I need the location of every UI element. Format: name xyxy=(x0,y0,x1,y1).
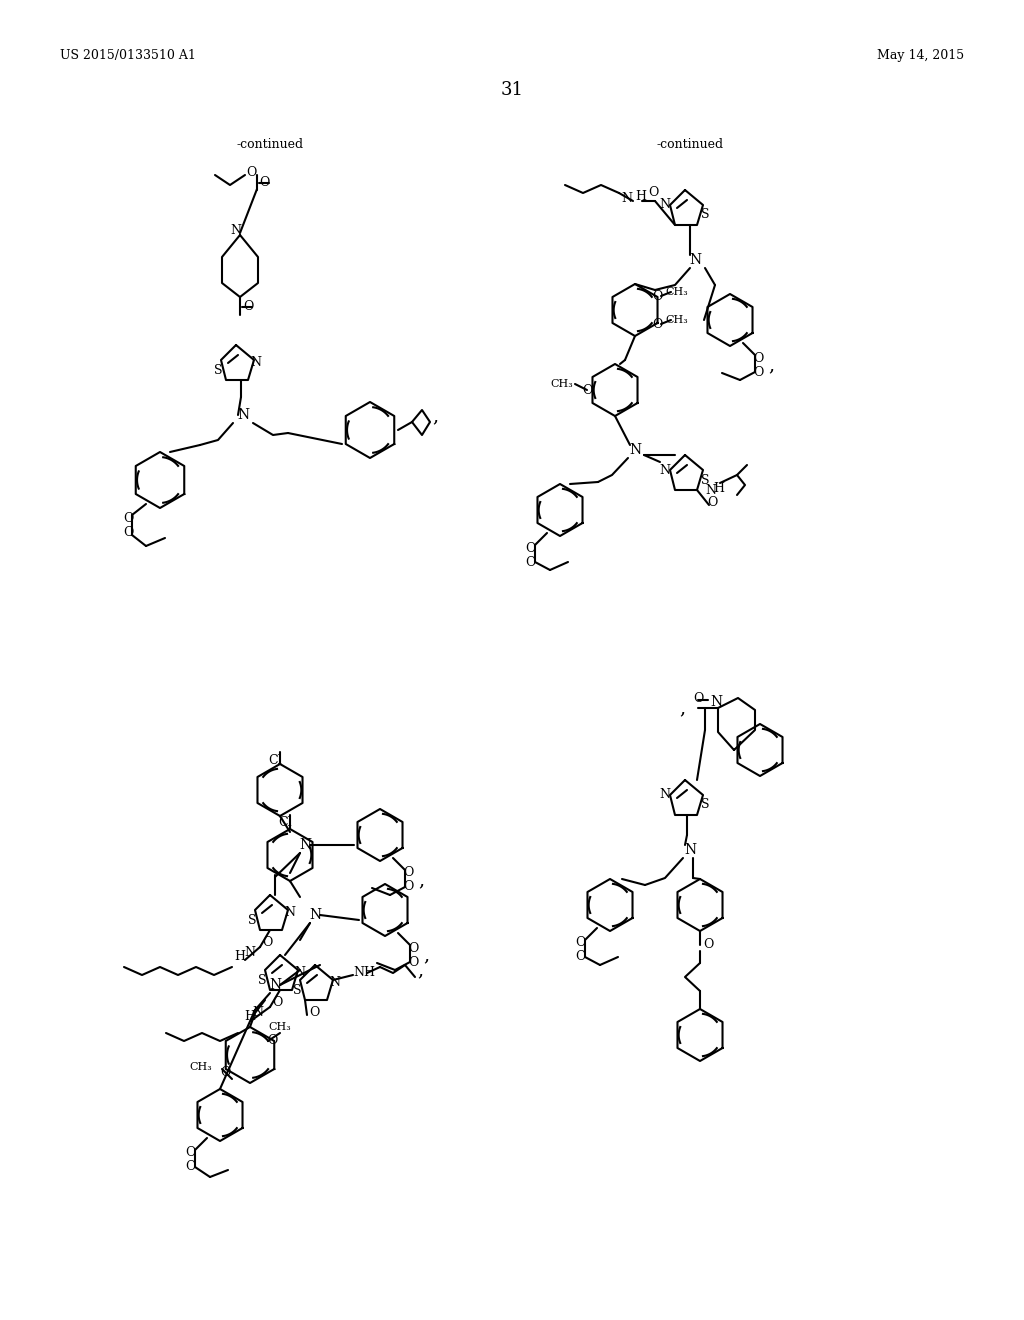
Text: O: O xyxy=(525,556,536,569)
Text: O: O xyxy=(220,1067,230,1080)
Text: ,: , xyxy=(417,961,423,979)
Text: O: O xyxy=(246,166,256,180)
Text: N: N xyxy=(659,788,671,801)
Text: O: O xyxy=(402,880,414,894)
Text: N: N xyxy=(230,223,242,236)
Text: May 14, 2015: May 14, 2015 xyxy=(877,49,964,62)
Text: ,: , xyxy=(423,946,429,964)
Text: O: O xyxy=(525,541,536,554)
Text: O: O xyxy=(123,511,133,524)
Text: O: O xyxy=(753,351,763,364)
Text: CH₃: CH₃ xyxy=(268,1022,291,1032)
Text: O: O xyxy=(574,936,585,949)
Text: Cl: Cl xyxy=(279,817,292,829)
Text: N: N xyxy=(659,198,671,211)
Text: O: O xyxy=(648,186,658,199)
Text: N: N xyxy=(245,946,256,960)
Text: O: O xyxy=(652,318,663,330)
Text: US 2015/0133510 A1: US 2015/0133510 A1 xyxy=(60,49,196,62)
Text: H: H xyxy=(635,190,646,203)
Text: 31: 31 xyxy=(501,81,523,99)
Text: CH₃: CH₃ xyxy=(189,1063,212,1072)
Text: N: N xyxy=(659,463,671,477)
Text: CH₃: CH₃ xyxy=(550,379,573,389)
Text: O: O xyxy=(408,941,418,954)
Text: N: N xyxy=(330,977,341,990)
Text: O: O xyxy=(753,366,763,379)
Text: CH₃: CH₃ xyxy=(665,315,688,325)
Text: O: O xyxy=(262,936,272,949)
Text: ,: , xyxy=(768,356,774,374)
Text: N: N xyxy=(299,838,311,851)
Text: O: O xyxy=(272,997,283,1010)
Text: S: S xyxy=(214,363,222,376)
Text: N: N xyxy=(629,444,641,457)
Text: O: O xyxy=(123,525,133,539)
Text: N: N xyxy=(689,253,701,267)
Text: S: S xyxy=(700,799,710,812)
Text: N: N xyxy=(309,908,322,921)
Text: -continued: -continued xyxy=(656,139,724,152)
Text: NH: NH xyxy=(353,966,375,979)
Text: O: O xyxy=(703,939,714,952)
Text: S: S xyxy=(700,474,710,487)
Text: O: O xyxy=(184,1147,196,1159)
Text: N: N xyxy=(253,1006,263,1019)
Text: O: O xyxy=(582,384,592,396)
Text: O: O xyxy=(243,301,253,314)
Text: N: N xyxy=(269,978,281,993)
Text: O: O xyxy=(402,866,414,879)
Text: S: S xyxy=(248,913,256,927)
Text: O: O xyxy=(707,496,718,510)
Text: S: S xyxy=(700,209,710,222)
Text: O: O xyxy=(309,1006,319,1019)
Text: N: N xyxy=(705,483,716,496)
Text: Cl: Cl xyxy=(268,754,282,767)
Text: S: S xyxy=(258,974,266,986)
Text: O: O xyxy=(574,950,585,964)
Text: O: O xyxy=(693,692,703,705)
Text: S: S xyxy=(293,983,301,997)
Text: N: N xyxy=(237,408,249,422)
Text: ,: , xyxy=(418,871,424,888)
Text: H: H xyxy=(234,950,246,964)
Text: CH₃: CH₃ xyxy=(665,286,688,297)
Text: H: H xyxy=(245,1011,256,1023)
Text: N: N xyxy=(684,843,696,857)
Text: N: N xyxy=(251,356,261,370)
Text: H: H xyxy=(713,482,724,495)
Text: O: O xyxy=(267,1035,278,1048)
Text: O: O xyxy=(408,956,418,969)
Text: O: O xyxy=(184,1160,196,1173)
Text: O: O xyxy=(652,289,663,302)
Text: -continued: -continued xyxy=(237,139,303,152)
Text: ,: , xyxy=(679,700,685,717)
Text: ,: , xyxy=(432,407,438,425)
Text: N: N xyxy=(295,966,305,979)
Text: N: N xyxy=(710,696,722,709)
Text: O: O xyxy=(259,177,269,190)
Text: N: N xyxy=(622,193,633,206)
Text: N: N xyxy=(285,907,296,920)
